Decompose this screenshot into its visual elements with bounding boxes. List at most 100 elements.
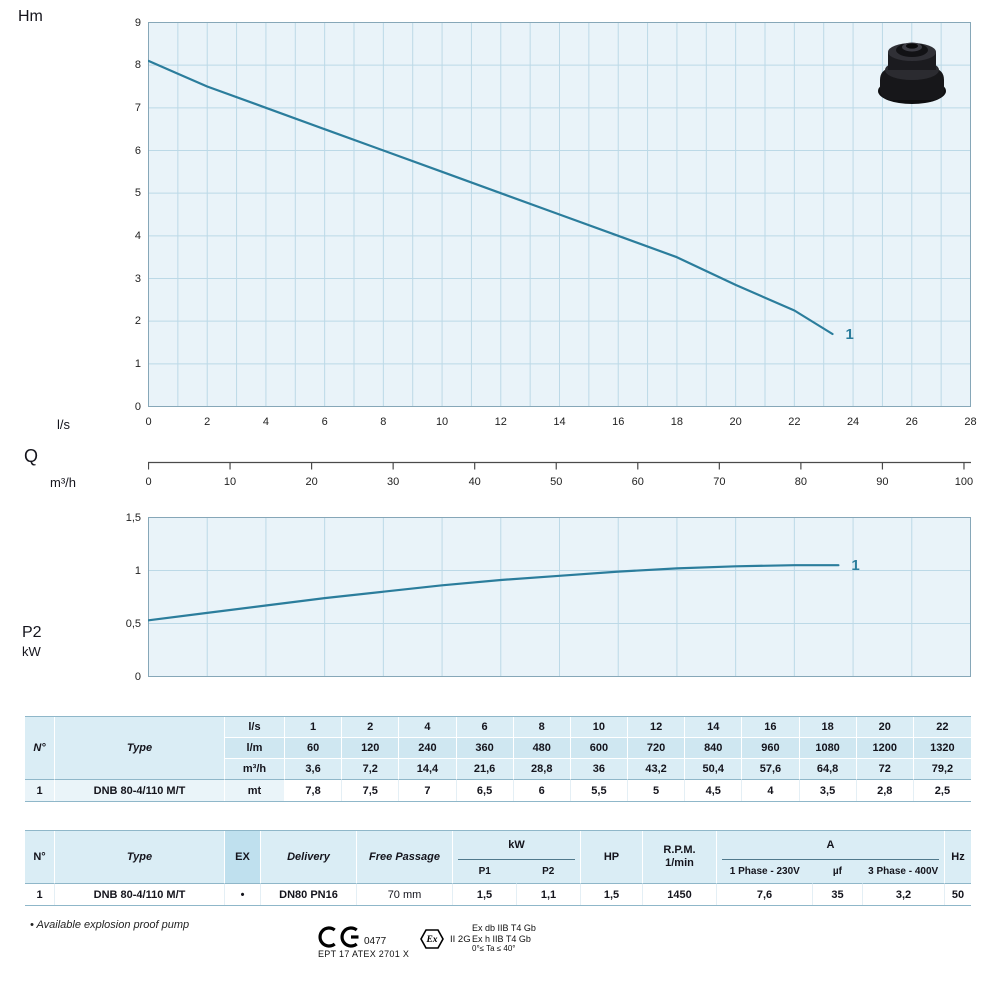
perf-unit-value: 14,4 (399, 759, 457, 780)
perf-unit-value: 1200 (856, 738, 914, 759)
perf-unit-value: 50,4 (685, 759, 743, 780)
elec-row-p2: 1,1 (517, 883, 581, 905)
perf-unit-value: 600 (570, 738, 628, 759)
explosion-proof-note: • Available explosion proof pump (30, 919, 190, 931)
perf-row-number: 1 (25, 780, 55, 801)
electrical-data-table: N° Type EX Delivery Free Passage kW P1 P2 HP R.P.… (25, 830, 971, 906)
flow-m3h-tick: 40 (468, 476, 481, 488)
ex-temp-range: 0°≤ Ta ≤ 40° (472, 944, 516, 953)
flow-m3h-tick: 20 (305, 476, 318, 488)
elec-row-rpm: 1450 (643, 883, 717, 905)
perf-unit-value: 960 (742, 738, 800, 759)
ex-hexagon-icon: Ex (420, 929, 444, 949)
pump-silhouette-icon (878, 42, 946, 104)
perf-unit-value: 22 (913, 717, 971, 738)
flow-m3h-tick: 60 (631, 476, 644, 488)
flow-m3h-tick: 80 (794, 476, 807, 488)
flow-ls-tick: 14 (553, 416, 566, 428)
ce-notified-body-number: 0477 (364, 936, 387, 947)
ex-code-line-1: Ex db IIB T4 Gb (472, 923, 536, 933)
elec-row-uf: 35 (813, 883, 863, 905)
head-axis-tick: 6 (134, 144, 141, 157)
perf-unit-value: 4 (399, 717, 457, 738)
flow-ls-tick: 28 (964, 416, 977, 428)
perf-unit-value: 79,2 (913, 759, 971, 780)
elec-row-phase3: 3,2 (863, 883, 945, 905)
elec-header-phase3: 3 Phase - 400V (868, 866, 939, 877)
perf-unit-value: 18 (799, 717, 857, 738)
elec-header-rpm-line2: 1/min (665, 857, 694, 869)
curve-number-label: 1 (851, 557, 859, 574)
elec-header-n: N° (25, 831, 55, 883)
head-axis-tick: 7 (134, 101, 141, 114)
elec-row-phase1: 7,6 (717, 883, 813, 905)
head-axis-tick: 8 (134, 59, 141, 72)
elec-header-phase1: 1 Phase - 230V (729, 866, 800, 877)
flow-ls-tick: 12 (494, 416, 507, 428)
flow-ls-tick: 6 (321, 416, 328, 428)
perf-row-value: 7,5 (342, 780, 400, 801)
perf-unit-value: 16 (742, 717, 800, 738)
perf-unit-value: 28,8 (513, 759, 571, 780)
perf-unit-value: 72 (856, 759, 914, 780)
perf-unit-value: 8 (513, 717, 571, 738)
perf-row-type: DNB 80-4/110 M/T (55, 780, 225, 801)
perf-row-value: 5,5 (570, 780, 628, 801)
perf-unit-value: 1320 (913, 738, 971, 759)
perf-row-value: 4 (742, 780, 800, 801)
perf-row-value: 5 (628, 780, 686, 801)
perf-unit-value: 64,8 (799, 759, 857, 780)
elec-header-hz: Hz (945, 831, 971, 883)
perf-unit-value: 60 (285, 738, 343, 759)
elec-row-n: 1 (25, 883, 55, 905)
perf-unit-label: m³/h (225, 759, 285, 780)
elec-row-p1: 1,5 (453, 883, 517, 905)
perf-unit-value: 6 (456, 717, 514, 738)
elec-header-a-group-subheaders: 1 Phase - 230V µf 3 Phase - 400V (717, 860, 944, 883)
perf-header-type: Type (55, 717, 225, 780)
perf-row-value: 4,5 (685, 780, 743, 801)
pump-product-image (876, 24, 948, 106)
head-axis-tick: 1 (134, 357, 141, 370)
elec-header-kw-group-divider (458, 859, 575, 860)
flow-m3h-tick: 10 (223, 476, 237, 488)
flow-ls-tick: 18 (670, 416, 684, 428)
head-axis-unit-label: Hm (18, 8, 43, 25)
ex-hexagon-text: Ex (425, 935, 437, 945)
perf-unit-label: l/s (225, 717, 285, 738)
head-flow-chart: 1 (147, 22, 971, 412)
head-axis-tick: 5 (134, 187, 141, 200)
perf-unit-value: 20 (856, 717, 914, 738)
ex-category: II 2G (450, 933, 471, 945)
perf-row-value: 2,5 (913, 780, 971, 801)
ce-logo-icon (318, 926, 359, 948)
atex-certificate-number: EPT 17 ATEX 2701 X (318, 949, 410, 959)
ce-mark: 0477 (318, 926, 386, 948)
flow-m3h-tick: 90 (876, 476, 889, 488)
perf-unit-value: 12 (628, 717, 686, 738)
head-axis-tick: 0 (134, 400, 141, 413)
perf-unit-value: 36 (570, 759, 628, 780)
perf-unit-value: 360 (456, 738, 514, 759)
perf-unit-value: 720 (628, 738, 686, 759)
elec-header-type: Type (55, 831, 225, 883)
flow-ls-tick: 10 (435, 416, 449, 428)
elec-header-rpm-line1: R.P.M. (663, 844, 696, 856)
flow-ls-tick: 16 (612, 416, 625, 428)
elec-row-delivery: DN80 PN16 (261, 883, 357, 905)
head-axis-tick: 2 (134, 315, 141, 328)
perf-unit-value: 21,6 (456, 759, 514, 780)
elec-header-p2: P2 (542, 866, 555, 877)
power-axis-tick: 0,5 (125, 617, 141, 630)
perf-unit-value: 57,6 (742, 759, 800, 780)
elec-header-delivery: Delivery (261, 831, 357, 883)
perf-unit-value: 240 (399, 738, 457, 759)
perf-unit-value: 43,2 (628, 759, 686, 780)
perf-unit-value: 10 (570, 717, 628, 738)
perf-unit-value: 2 (342, 717, 400, 738)
flow-ls-tick: 20 (729, 416, 742, 428)
elec-header-uf: µf (832, 866, 843, 877)
perf-row-value: 3,5 (799, 780, 857, 801)
elec-header-kw-group-label: kW (508, 839, 525, 851)
perf-unit-value: 120 (342, 738, 400, 759)
